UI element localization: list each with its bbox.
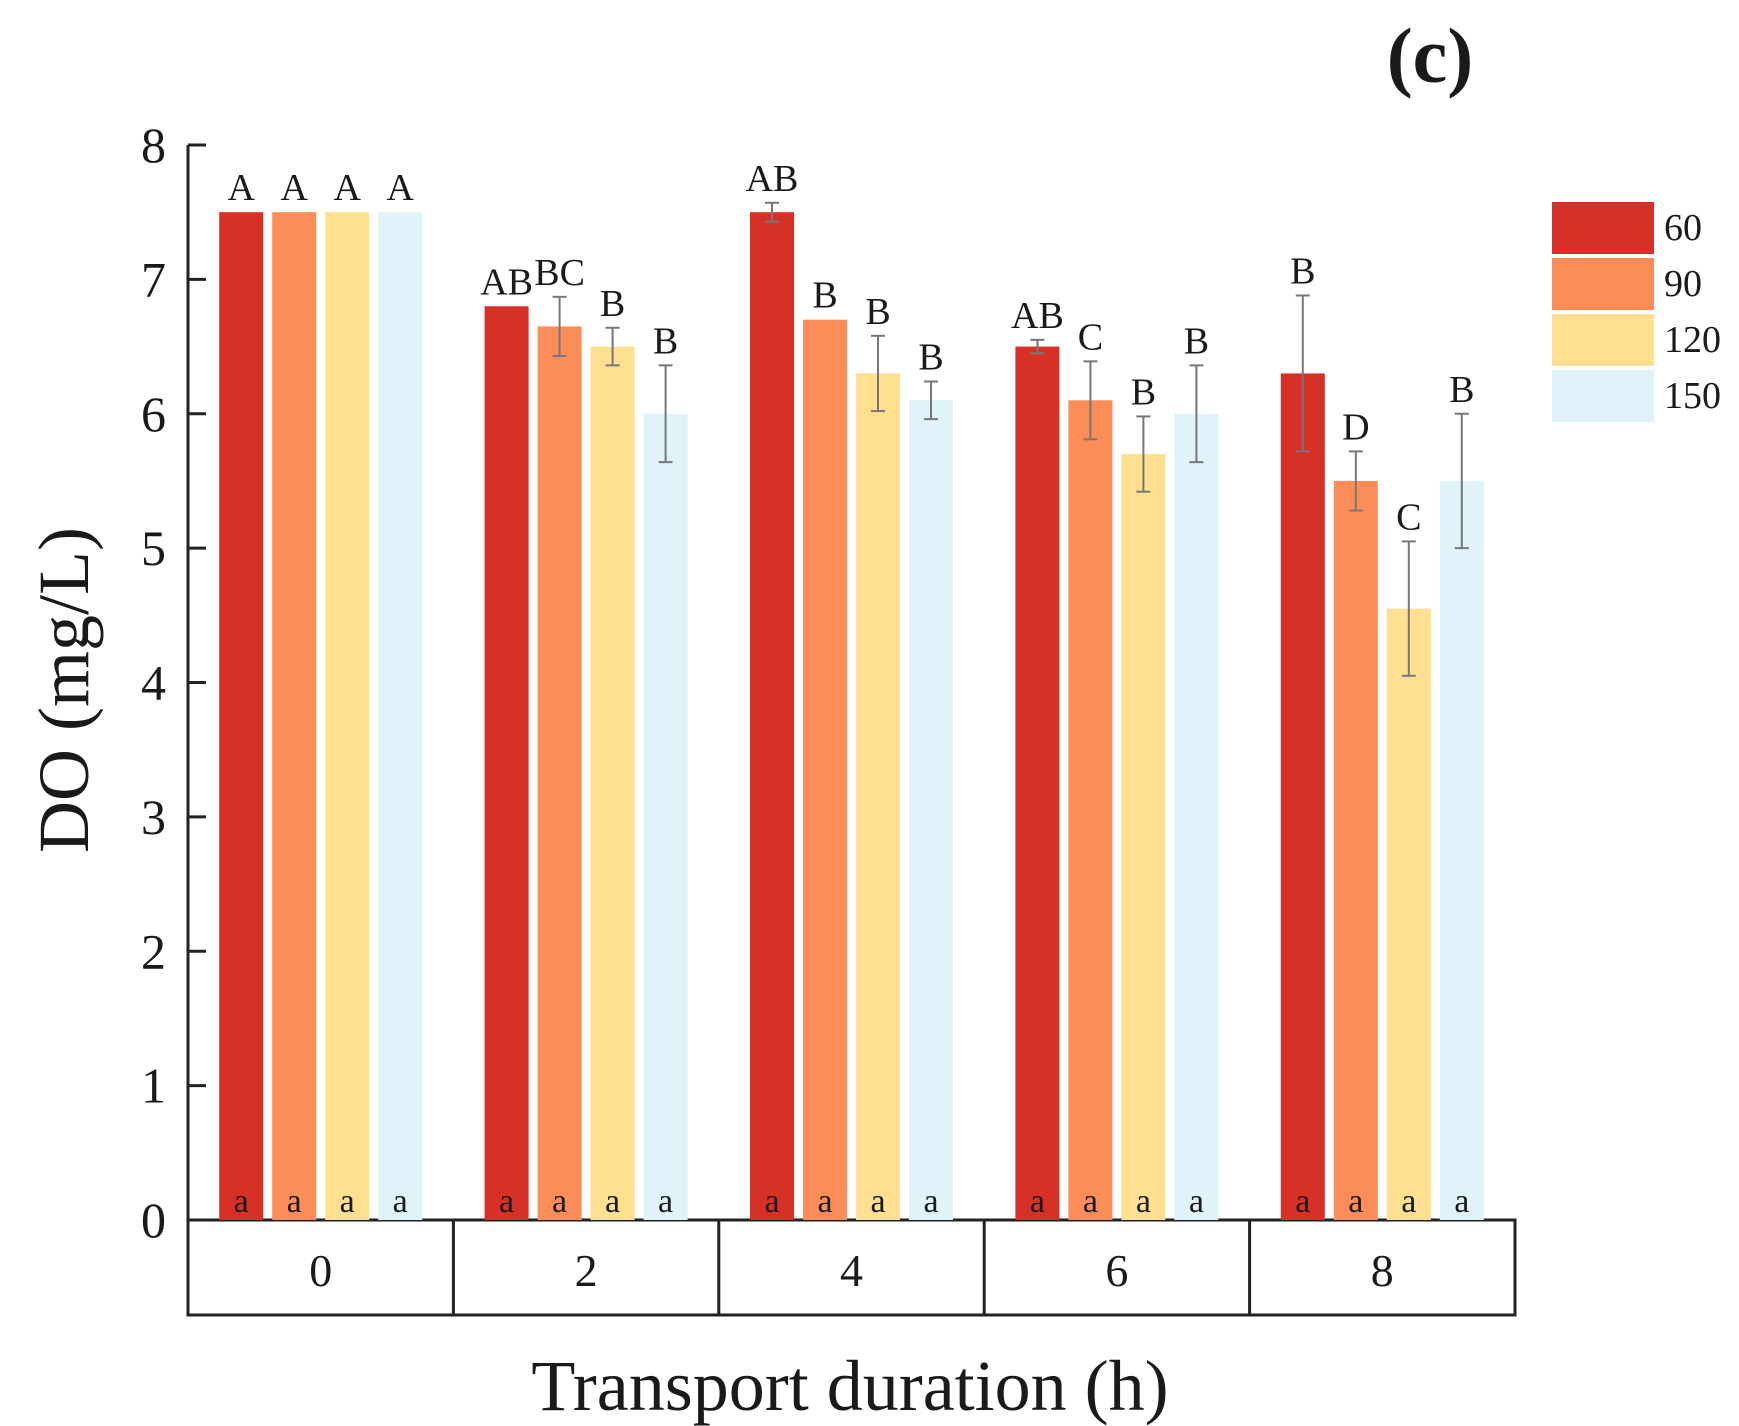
bar: [590, 346, 635, 1220]
significance-letter-lower: a: [923, 1183, 938, 1220]
significance-letter-lower: a: [1348, 1183, 1363, 1220]
category-box: [186, 1218, 1517, 1317]
y-axis-label: DO (mg/L): [24, 527, 104, 853]
significance-letter-lower: a: [870, 1183, 885, 1220]
x-category-label: 0: [309, 1245, 332, 1296]
x-axis-label: Transport duration (h): [531, 1346, 1168, 1426]
bar: [1015, 346, 1060, 1220]
bar: [1439, 480, 1484, 1220]
bar: [909, 400, 953, 1220]
significance-letter-upper: A: [280, 167, 308, 209]
bar: [1280, 373, 1325, 1220]
bar: [643, 413, 688, 1220]
x-category-label: 6: [1105, 1245, 1128, 1296]
x-category-label: 2: [575, 1245, 598, 1296]
significance-letter-lower: a: [1295, 1183, 1310, 1220]
y-tick-label: 4: [141, 655, 166, 711]
bar: [1121, 454, 1166, 1220]
legend-label: 60: [1664, 207, 1702, 249]
legend-swatch: [1552, 258, 1654, 310]
significance-letter-upper: B: [865, 291, 890, 333]
y-tick-label: 0: [141, 1192, 166, 1248]
bar: [1333, 480, 1378, 1220]
y-tick-label: 7: [141, 251, 166, 307]
bar: [484, 306, 529, 1220]
significance-letter-upper: AB: [480, 261, 533, 303]
panel-label: (c): [1387, 12, 1474, 99]
significance-letter-upper: C: [1396, 496, 1421, 538]
legend-label: 150: [1664, 375, 1721, 417]
significance-letter-lower: a: [817, 1183, 832, 1220]
significance-letter-lower: a: [764, 1183, 779, 1220]
significance-letter-lower: a: [605, 1183, 620, 1220]
legend-swatch: [1552, 370, 1654, 422]
significance-letter-upper: B: [918, 337, 943, 379]
significance-letter-upper: B: [600, 283, 625, 325]
bar: [537, 326, 582, 1220]
legend-label: 90: [1664, 263, 1702, 305]
significance-letter-upper: AB: [1011, 295, 1064, 337]
axes: 0 1 2 3 4 5 6 7 8 0 2 4 6 8: [141, 117, 1517, 1317]
significance-letter-lower: a: [1189, 1183, 1204, 1220]
x-category-label: 8: [1371, 1245, 1394, 1296]
bar: [378, 212, 423, 1220]
significance-letter-lower: a: [1136, 1183, 1151, 1220]
y-tick-label: 5: [141, 520, 166, 576]
significance-letter-upper: B: [1290, 251, 1315, 293]
significance-letter-upper: B: [812, 275, 837, 317]
bar: [1174, 413, 1219, 1220]
significance-letter-lower: a: [234, 1183, 249, 1220]
bar: [803, 319, 847, 1220]
y-tick-label: 2: [141, 923, 166, 979]
significance-letter-upper: B: [1449, 369, 1474, 411]
significance-labels: AaAaAaAaABaBCaBaBaABaBaBaBaABaCaBaBaBaDa…: [227, 158, 1474, 1220]
significance-letter-upper: AB: [746, 158, 799, 200]
bars: [219, 201, 1484, 1220]
legend-label: 120: [1664, 319, 1721, 361]
significance-letter-upper: A: [386, 167, 414, 209]
bar: [1068, 400, 1113, 1220]
significance-letter-upper: B: [1184, 320, 1209, 362]
significance-letter-lower: a: [287, 1183, 302, 1220]
bar: [1386, 608, 1431, 1220]
bar: [325, 212, 370, 1220]
x-category-label: 4: [840, 1245, 863, 1296]
significance-letter-upper: A: [333, 167, 361, 209]
y-tick-label: 3: [141, 789, 166, 845]
bar: [219, 212, 264, 1220]
legend-swatch: [1552, 202, 1654, 254]
legend-swatch: [1552, 314, 1654, 366]
significance-letter-lower: a: [1083, 1183, 1098, 1220]
y-tick-label: 6: [141, 386, 166, 442]
bar: [272, 212, 317, 1220]
significance-letter-lower: a: [1401, 1183, 1416, 1220]
y-tick-label: 1: [141, 1058, 166, 1114]
significance-letter-upper: B: [1131, 371, 1156, 413]
significance-letter-upper: C: [1078, 316, 1103, 358]
significance-letter-lower: a: [340, 1183, 355, 1220]
significance-letter-lower: a: [499, 1183, 514, 1220]
significance-letter-lower: a: [552, 1183, 567, 1220]
significance-letter-upper: BC: [534, 252, 585, 294]
significance-letter-lower: a: [1030, 1183, 1045, 1220]
y-tick-label: 8: [141, 117, 166, 173]
significance-letter-upper: D: [1342, 406, 1369, 448]
significance-letter-lower: a: [393, 1183, 408, 1220]
significance-letter-lower: a: [658, 1183, 673, 1220]
legend: 60 90 120 150: [1552, 202, 1721, 422]
bar: [750, 212, 794, 1220]
significance-letter-upper: A: [227, 167, 255, 209]
significance-letter-lower: a: [1454, 1183, 1469, 1220]
significance-letter-upper: B: [653, 320, 678, 362]
bar: [856, 373, 900, 1220]
